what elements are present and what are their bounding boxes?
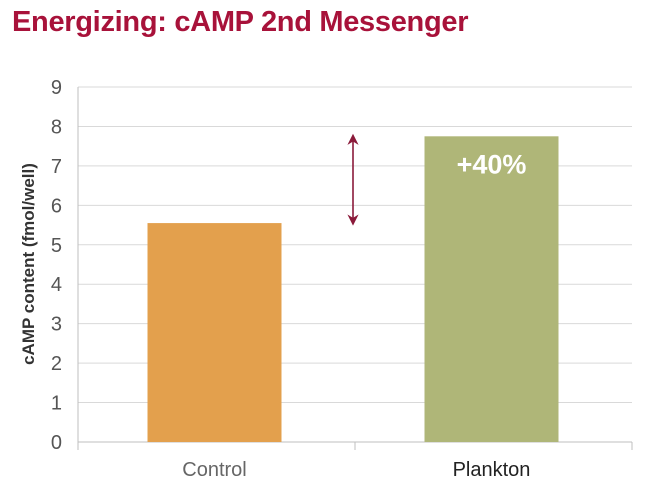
y-tick-label: 5 bbox=[51, 235, 62, 257]
y-tick-label: 3 bbox=[51, 314, 62, 336]
x-category-labels: Control Plankton bbox=[182, 459, 530, 481]
bar-annotation-label: +40% bbox=[457, 149, 527, 179]
y-tick-label: 4 bbox=[51, 274, 62, 296]
y-tick-label: 7 bbox=[51, 156, 62, 178]
y-tick-label: 6 bbox=[51, 195, 62, 217]
annotations: +40% bbox=[347, 133, 527, 226]
bar-control bbox=[147, 223, 282, 442]
bar-plankton bbox=[424, 136, 559, 443]
y-tick-label: 9 bbox=[51, 77, 62, 99]
y-tick-label: 0 bbox=[51, 432, 62, 454]
bars bbox=[147, 136, 559, 443]
y-tick-label: 2 bbox=[51, 353, 62, 375]
y-tick-label: 1 bbox=[51, 393, 62, 415]
x-category-label: Control bbox=[182, 459, 246, 481]
y-axis-title: cAMP content (fmol/well) bbox=[19, 163, 38, 365]
y-tick-label: 8 bbox=[51, 116, 62, 138]
chart-title: Energizing: cAMP 2nd Messenger bbox=[12, 6, 469, 38]
y-tick-labels: 0 1 2 3 4 5 6 7 8 9 bbox=[51, 77, 62, 454]
x-category-label: Plankton bbox=[453, 459, 531, 481]
